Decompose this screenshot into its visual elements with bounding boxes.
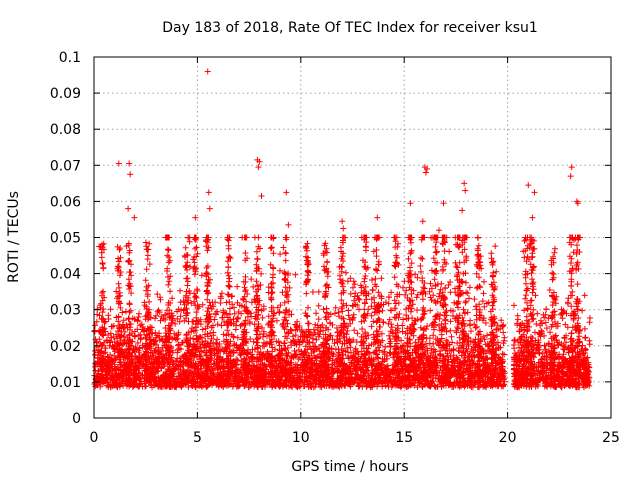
scatter-point	[462, 187, 469, 194]
scatter-point	[125, 205, 132, 212]
y-tick-label: 0.09	[50, 86, 81, 102]
scatter-point	[423, 165, 430, 172]
y-tick-label: 0.1	[59, 50, 81, 66]
scatter-point	[419, 218, 426, 225]
y-tick-label: 0.05	[50, 231, 81, 247]
scatter-point	[440, 200, 447, 207]
y-tick-label: 0	[72, 411, 81, 427]
scatter-point	[285, 221, 292, 228]
x-tick-label: 0	[90, 430, 99, 446]
x-axis-label: GPS time / hours	[291, 459, 408, 475]
x-tick-label: 5	[193, 430, 202, 446]
scatter-point	[192, 214, 199, 221]
y-tick-label: 0.04	[50, 267, 81, 283]
y-tick-label: 0.01	[50, 375, 81, 391]
x-tick-label: 25	[602, 430, 620, 446]
scatter-point	[127, 171, 134, 178]
y-tick-label: 0.02	[50, 339, 81, 355]
scatter-point	[340, 225, 347, 232]
y-tick-label: 0.03	[50, 303, 81, 319]
y-tick-label: 0.08	[50, 122, 81, 138]
scatter-point	[283, 189, 290, 196]
scatter-point	[461, 180, 468, 187]
scatter-point	[256, 158, 263, 165]
x-tick-label: 15	[395, 430, 413, 446]
scatter-point	[126, 160, 133, 167]
scatter-point-cloud	[91, 227, 593, 391]
scatter-point	[115, 160, 122, 167]
scatter-point	[529, 214, 536, 221]
scatter-point	[407, 200, 414, 207]
chart-title: Day 183 of 2018, Rate Of TEC Index for r…	[162, 20, 538, 36]
scatter-point	[374, 214, 381, 221]
scatter-point	[205, 189, 212, 196]
axis-ticks: 0 0.01 0.02 0.03 0.04 0.05 0.06 0.07 0.08 0.09 0.1…	[50, 50, 620, 446]
y-tick-label: 0.06	[50, 194, 81, 210]
scatter-point	[131, 214, 138, 221]
y-axis-label: ROTI / TECUs	[6, 191, 22, 283]
scatter-point	[568, 164, 575, 171]
scatter-point	[206, 205, 213, 212]
x-tick-label: 10	[292, 430, 310, 446]
x-tick-label: 20	[499, 430, 517, 446]
scatter-point	[258, 192, 265, 199]
scatter-point	[525, 182, 532, 189]
scatter-point	[204, 68, 211, 75]
scatter-point	[567, 173, 574, 180]
scatter-point	[528, 238, 535, 245]
scatter-point	[574, 200, 581, 207]
scatter-point	[339, 218, 346, 225]
y-tick-label: 0.07	[50, 158, 81, 174]
scatter-point	[531, 189, 538, 196]
scatter-point	[422, 169, 429, 176]
scatter-point	[459, 207, 466, 214]
scatter-point	[255, 164, 262, 171]
data-points	[91, 68, 593, 391]
